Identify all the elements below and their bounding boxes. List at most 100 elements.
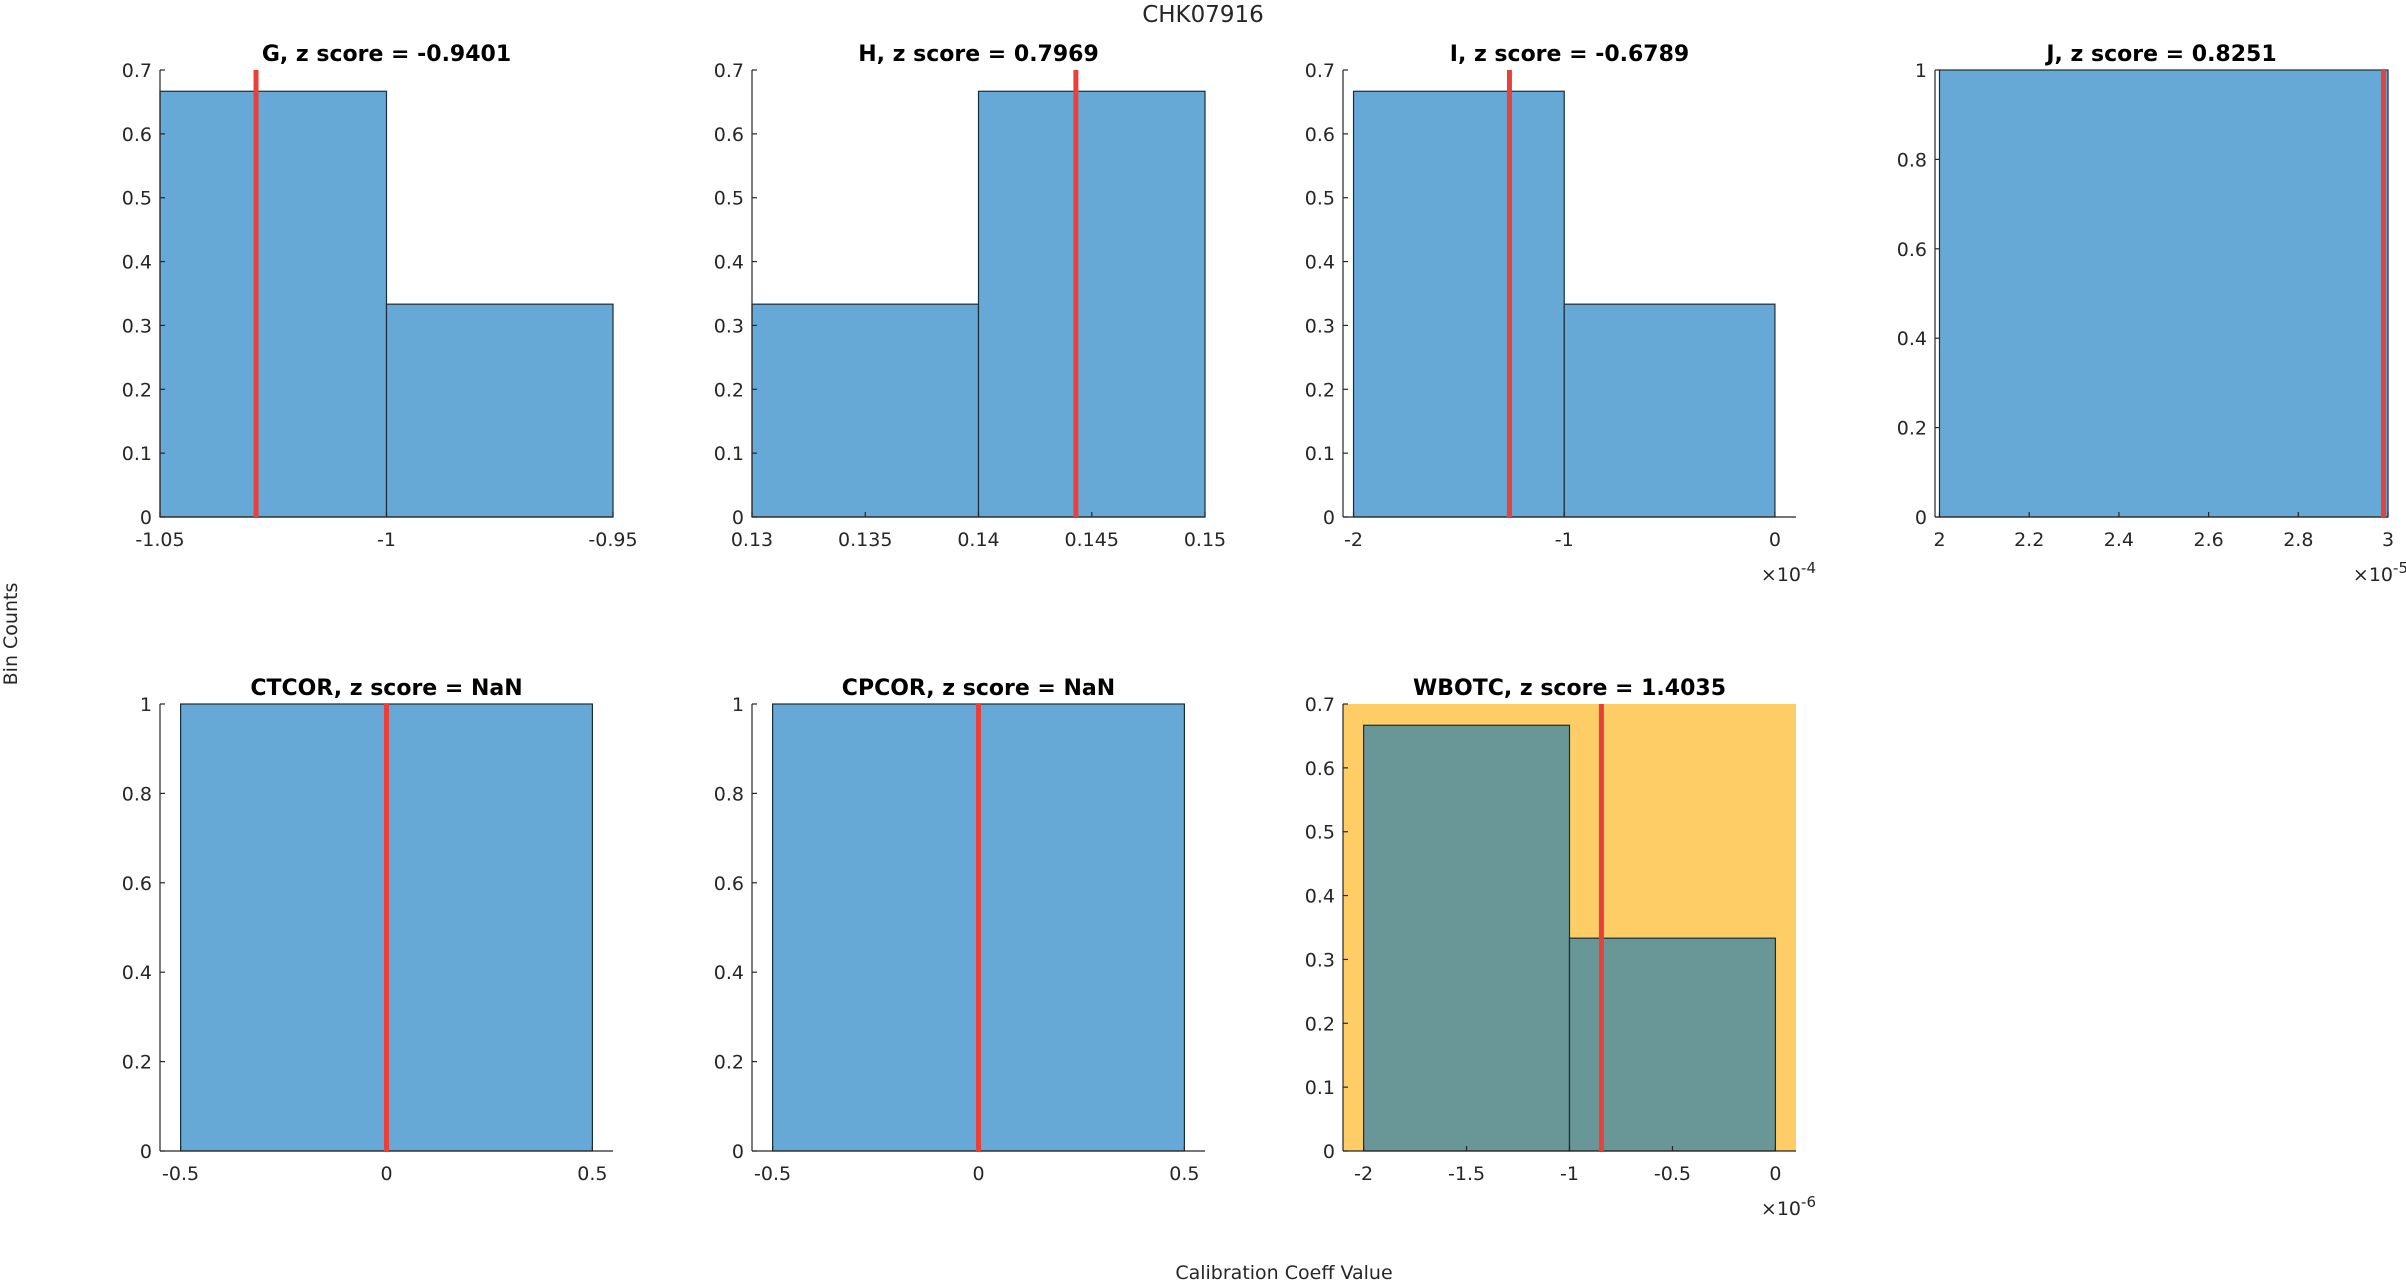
y-tick-label: 1	[1915, 60, 1927, 82]
y-tick-label: 1	[732, 694, 744, 716]
y-tick-label: 0.7	[714, 60, 744, 82]
subplot-title: CPCOR, z score = NaN	[842, 676, 1115, 701]
y-tick-label: 0.4	[1305, 886, 1335, 908]
subplot-grid: 0 0.1 0.2 0.3 0.4 0.5 0.6 0.7 -1.05 -1 -0.95 G, z s…	[122, 42, 2406, 1220]
x-tick-label: 0.14	[957, 529, 999, 551]
x-exponent-label: ×10-5	[2353, 559, 2406, 586]
y-tick-label: 1	[140, 694, 152, 716]
x-exponent-power: -6	[1801, 1193, 1816, 1211]
x-exponent-power: -5	[2393, 559, 2406, 577]
subplot-title: H, z score = 0.7969	[858, 42, 1099, 67]
x-exponent-base: ×10	[1761, 564, 1801, 586]
y-tick-label: 0.3	[1305, 949, 1335, 971]
y-tick-label: 0	[1915, 507, 1927, 529]
y-tick-label: 0.7	[1305, 60, 1335, 82]
y-tick-label: 0.6	[1897, 239, 1927, 261]
histogram-bar	[1352, 90, 1565, 518]
subplot-3: 0 0.1 0.2 0.3 0.4 0.5 0.6 0.7 -2 -1 0 ×10-4 I, z sco…	[1305, 42, 1816, 586]
y-tick-label: 0.8	[1897, 149, 1927, 171]
histogram-bar	[1362, 724, 1571, 1152]
y-tick-label: 0.6	[1305, 758, 1335, 780]
x-tick-label: 0.145	[1065, 529, 1119, 551]
y-tick-label: 0.2	[1305, 1013, 1335, 1035]
y-tick-label: 0.5	[1305, 188, 1335, 210]
histogram-bar	[159, 90, 388, 518]
x-tick-label: 0	[972, 1163, 984, 1185]
x-tick-label: -2	[1344, 529, 1363, 551]
x-tick-label: -1.5	[1448, 1163, 1485, 1185]
y-tick-label: 0.6	[1305, 124, 1335, 146]
y-tick-label: 0.7	[1305, 694, 1335, 716]
y-tick-label: 0.6	[122, 873, 152, 895]
y-tick-label: 0.4	[122, 252, 152, 274]
y-tick-label: 0	[1323, 1141, 1335, 1163]
y-tick-label: 0.2	[1305, 379, 1335, 401]
y-tick-label: 0.2	[1897, 418, 1927, 440]
y-tick-label: 0.1	[714, 443, 744, 465]
x-tick-label: 0	[1769, 1163, 1781, 1185]
x-exponent-base: ×10	[1761, 1198, 1801, 1220]
y-tick-label: 0.5	[1305, 822, 1335, 844]
x-exponent-power: -4	[1801, 559, 1816, 577]
x-tick-label: -0.5	[754, 1163, 791, 1185]
subplot-1: 0 0.1 0.2 0.3 0.4 0.5 0.6 0.7 -1.05 -1 -0.95 G, z s…	[122, 42, 638, 551]
y-tick-label: 0.3	[122, 315, 152, 337]
x-exponent-label: ×10-6	[1761, 1193, 1816, 1220]
subplot-7: 0 0.1 0.2 0.3 0.4 0.5 0.6 0.7 -2 -1.5 -1 -0.5 0 ×10-6…	[1305, 676, 1816, 1220]
x-tick-label: -1.05	[135, 529, 184, 551]
x-exponent-label: ×10-4	[1761, 559, 1816, 586]
x-tick-label: -2	[1354, 1163, 1373, 1185]
x-tick-label: 2.4	[2104, 529, 2134, 551]
subplot-title: WBOTC, z score = 1.4035	[1413, 676, 1726, 701]
x-tick-label: 2.2	[2014, 529, 2044, 551]
histogram-bar	[1938, 69, 2389, 518]
y-tick-label: 0.6	[714, 873, 744, 895]
y-tick-label: 0	[140, 1141, 152, 1163]
figure-title: CHK07916	[1142, 2, 1264, 28]
x-tick-label: -0.5	[162, 1163, 199, 1185]
histogram-bar	[977, 90, 1206, 518]
x-tick-label: -1	[1555, 529, 1574, 551]
x-tick-label: -0.5	[1654, 1163, 1691, 1185]
y-tick-label: 0.6	[714, 124, 744, 146]
y-tick-label: 0.5	[714, 188, 744, 210]
x-tick-label: 0.135	[838, 529, 892, 551]
y-tick-label: 0.2	[122, 379, 152, 401]
y-tick-label: 0.4	[714, 252, 744, 274]
y-tick-label: 0.3	[714, 315, 744, 337]
x-tick-label: 0.13	[731, 529, 773, 551]
x-tick-label: -1	[377, 529, 396, 551]
y-tick-label: 0	[732, 507, 744, 529]
y-tick-label: 0.3	[1305, 315, 1335, 337]
subplot-title: J, z score = 0.8251	[2044, 42, 2276, 67]
x-tick-label: 2.6	[2193, 529, 2223, 551]
y-tick-label: 0.1	[1305, 1077, 1335, 1099]
subplot-title: G, z score = -0.9401	[262, 42, 511, 67]
x-tick-label: 0.15	[1184, 529, 1226, 551]
y-tick-label: 0.2	[122, 1052, 152, 1074]
y-tick-label: 0.7	[122, 60, 152, 82]
y-tick-label: 0.6	[122, 124, 152, 146]
x-tick-label: -0.95	[588, 529, 637, 551]
y-tick-label: 0	[1323, 507, 1335, 529]
subplot-title: CTCOR, z score = NaN	[250, 676, 522, 701]
histogram-bar	[385, 303, 614, 518]
subplot-6: 0 0.2 0.4 0.6 0.8 1 -0.5 0 0.5 CPCOR, z score = N…	[714, 676, 1205, 1185]
x-tick-label: 3	[2382, 529, 2394, 551]
y-tick-label: 0.4	[1305, 252, 1335, 274]
histogram-bar	[751, 303, 980, 518]
subplot-4: 0 0.2 0.4 0.6 0.8 1 2 2.2 2.4 2.6 2.8 3 ×10-5 J, z sc…	[1897, 42, 2406, 586]
y-tick-label: 0.4	[122, 962, 152, 984]
x-tick-label: 0	[380, 1163, 392, 1185]
y-tick-label: 0.4	[714, 962, 744, 984]
y-tick-label: 0.1	[122, 443, 152, 465]
subplot-5: 0 0.2 0.4 0.6 0.8 1 -0.5 0 0.5 CTCOR, z score = N…	[122, 676, 613, 1185]
y-tick-label: 0.8	[122, 783, 152, 805]
y-tick-label: 0.5	[122, 188, 152, 210]
x-tick-label: 2	[1933, 529, 1945, 551]
y-tick-label: 0.2	[714, 1052, 744, 1074]
y-tick-label: 0.1	[1305, 443, 1335, 465]
y-tick-label: 0	[732, 1141, 744, 1163]
x-tick-label: 0.5	[577, 1163, 607, 1185]
